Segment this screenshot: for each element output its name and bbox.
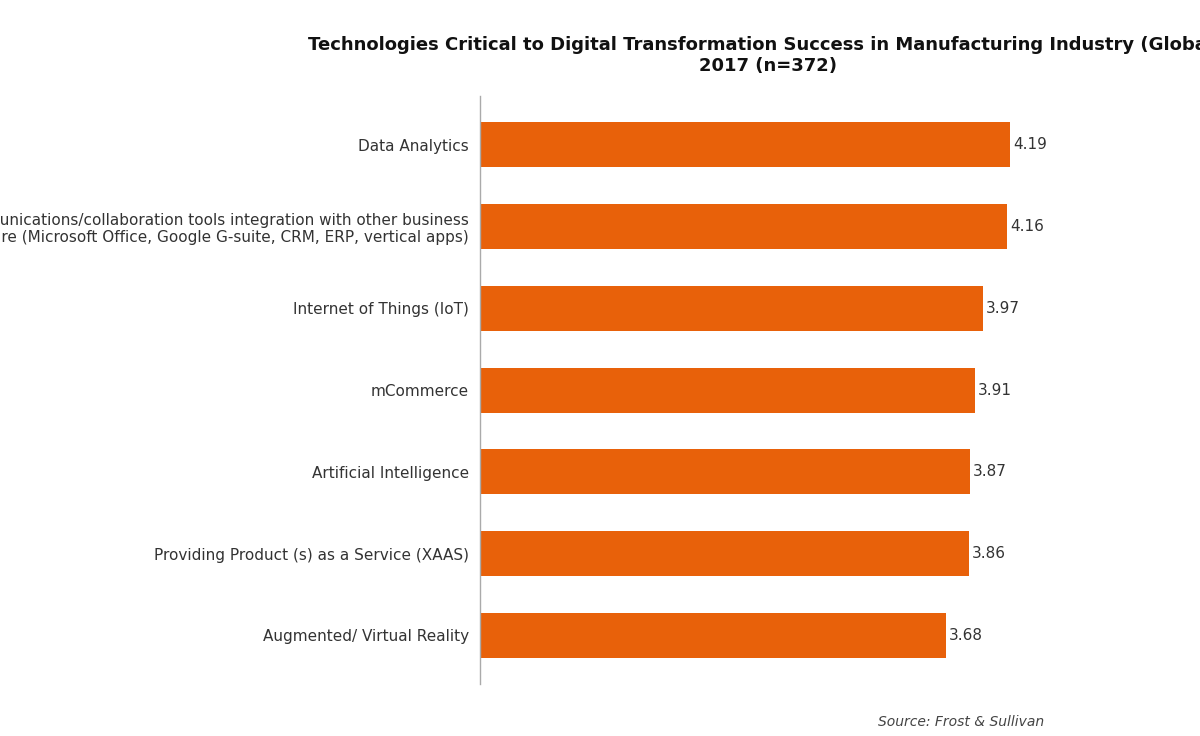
Title: Technologies Critical to Digital Transformation Success in Manufacturing Industr: Technologies Critical to Digital Transfo… bbox=[308, 36, 1200, 74]
Bar bbox=[480, 286, 983, 330]
Bar bbox=[480, 204, 1007, 249]
Bar bbox=[480, 367, 974, 413]
Bar bbox=[480, 613, 946, 658]
Text: 4.19: 4.19 bbox=[1014, 137, 1048, 152]
Bar bbox=[480, 531, 968, 576]
Text: 3.87: 3.87 bbox=[973, 464, 1007, 479]
Text: 3.68: 3.68 bbox=[949, 628, 983, 643]
Text: 3.91: 3.91 bbox=[978, 383, 1012, 397]
Bar bbox=[480, 450, 970, 495]
Text: 4.16: 4.16 bbox=[1009, 219, 1044, 234]
Text: Source: Frost & Sullivan: Source: Frost & Sullivan bbox=[878, 715, 1044, 729]
Text: 3.86: 3.86 bbox=[972, 546, 1006, 561]
Bar bbox=[480, 122, 1010, 167]
Text: 3.97: 3.97 bbox=[985, 301, 1020, 316]
